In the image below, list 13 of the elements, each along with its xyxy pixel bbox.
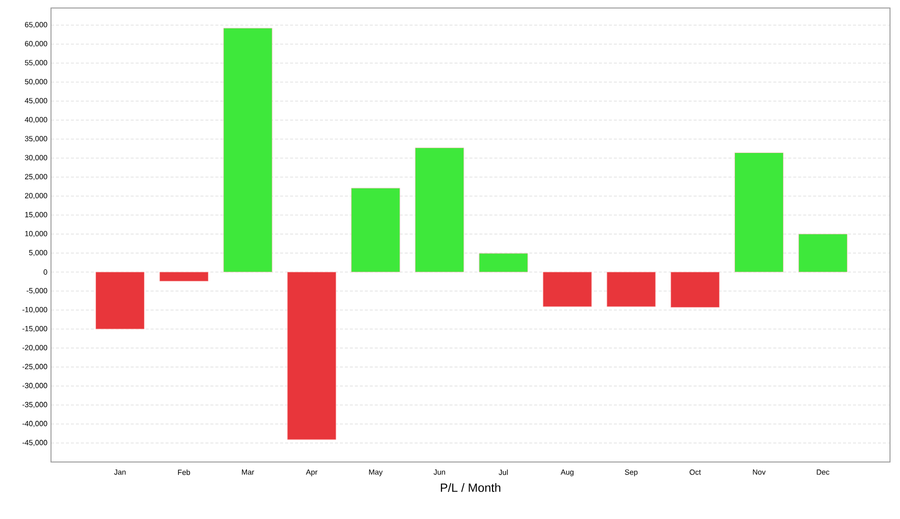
x-axis-title: P/L / Month bbox=[440, 483, 500, 492]
bar bbox=[159, 272, 208, 282]
bar bbox=[287, 272, 336, 440]
bar bbox=[478, 253, 528, 272]
bar bbox=[223, 28, 272, 272]
bar bbox=[351, 188, 400, 272]
bar bbox=[670, 272, 720, 308]
bar bbox=[96, 272, 144, 330]
bar bbox=[542, 272, 592, 307]
bar bbox=[798, 234, 848, 272]
bar bbox=[415, 148, 464, 272]
bar bbox=[734, 152, 784, 272]
bar bbox=[606, 272, 656, 307]
